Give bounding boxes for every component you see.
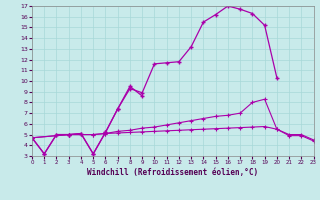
X-axis label: Windchill (Refroidissement éolien,°C): Windchill (Refroidissement éolien,°C) [87,168,258,177]
